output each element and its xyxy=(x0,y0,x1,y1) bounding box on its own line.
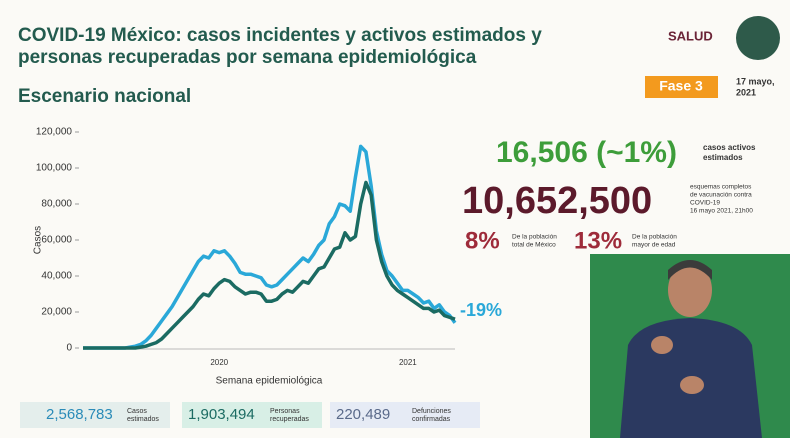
stat-box xyxy=(330,402,480,428)
logo: SALUD xyxy=(668,28,713,43)
pct: 8% xyxy=(465,227,500,254)
stat-label: Personas xyxy=(270,408,300,415)
interpreter xyxy=(590,254,790,438)
stat-label: Defunciones xyxy=(412,408,451,415)
annotation: -19% xyxy=(460,300,502,320)
y-tick-label: 100,000 xyxy=(36,163,73,174)
emblem xyxy=(736,16,780,60)
phase-box xyxy=(645,76,718,98)
title-line: personas recuperadas por semana epidemio… xyxy=(18,47,477,68)
date: 17 mayo, xyxy=(736,76,775,86)
stat-label: estimados xyxy=(127,416,159,423)
y-tick-label: 40,000 xyxy=(41,271,72,282)
y-axis-label: Casos xyxy=(33,226,44,254)
y-tick-label: 60,000 xyxy=(41,235,72,246)
label: De la población xyxy=(512,234,557,241)
pct: 13% xyxy=(574,227,622,254)
stat: 220,489 xyxy=(336,406,390,423)
series-line xyxy=(83,144,457,350)
label: de vacunación contra xyxy=(690,192,752,199)
series-line xyxy=(83,180,456,350)
y-tick-label: 20,000 xyxy=(41,307,72,318)
label: estimados xyxy=(703,153,743,162)
vaccinated: 10,652,500 xyxy=(462,180,652,222)
x-tick-label: 2021 xyxy=(399,358,417,367)
date: 2021 xyxy=(736,87,756,97)
stat-label: recuperadas xyxy=(270,416,309,423)
subtitle: Escenario nacional xyxy=(18,86,191,107)
stat-box xyxy=(20,402,170,428)
label: esquemas completos xyxy=(690,184,752,191)
y-tick-label: 0 xyxy=(66,343,72,354)
y-tick-label: 80,000 xyxy=(41,199,72,210)
label: total de México xyxy=(512,242,556,249)
label: casos activos xyxy=(703,143,756,152)
phase: Fase 3 xyxy=(659,78,703,94)
x-axis-label: Semana epidemiológica xyxy=(216,376,323,387)
label: COVID-19 xyxy=(690,200,720,207)
label: 16 mayo 2021, 21h00 xyxy=(690,208,753,215)
x-tick-label: 2020 xyxy=(210,358,228,367)
stat-label: Casos xyxy=(127,408,147,415)
stat-label: confirmadas xyxy=(412,416,451,423)
title-line: COVID-19 México: casos incidentes y acti… xyxy=(18,25,542,46)
active-cases: 16,506 (~1%) xyxy=(496,136,677,169)
label: De la población xyxy=(632,234,677,241)
stat-box xyxy=(182,402,322,428)
stat: 1,903,494 xyxy=(188,406,255,423)
y-tick-label: 120,000 xyxy=(36,127,73,138)
stat: 2,568,783 xyxy=(46,406,113,423)
label: mayor de edad xyxy=(632,242,676,249)
